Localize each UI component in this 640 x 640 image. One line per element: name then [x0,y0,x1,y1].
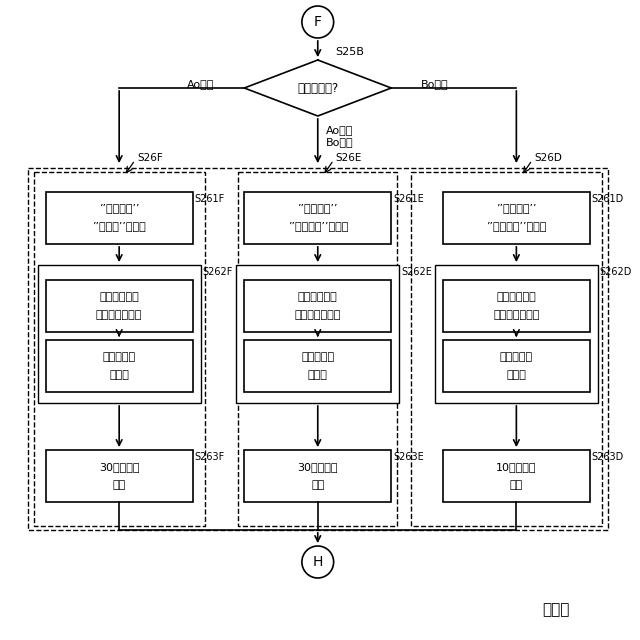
Text: ’’面積注意’’を表示: ’’面積注意’’を表示 [287,221,348,231]
Text: バーナ装置: バーナ装置 [301,352,334,362]
Text: S26E: S26E [335,153,362,163]
Text: S25B: S25B [335,47,365,57]
Text: 「中」: 「中」 [308,370,328,380]
Text: S262D: S262D [600,267,632,277]
Text: S263F: S263F [195,452,225,462]
Text: 30分間程度: 30分間程度 [99,462,140,472]
Text: 10分間程度: 10分間程度 [496,462,536,472]
Text: 30分間程度: 30分間程度 [298,462,338,472]
Text: Ao未満: Ao未満 [326,125,353,135]
Text: ’’変化注意’’: ’’変化注意’’ [99,203,140,213]
Bar [45,340,193,392]
Bar [28,168,608,530]
Text: S263D: S263D [592,452,624,462]
Bar [38,265,200,403]
Bar [443,450,590,502]
Bar [443,192,590,244]
Text: 「低」: 「低」 [109,370,129,380]
Bar [34,172,205,526]
Text: S262E: S262E [401,267,432,277]
Text: S261D: S261D [592,194,624,204]
Text: ’’面積大’’を表示: ’’面積大’’を表示 [92,221,146,231]
Text: Bo未満: Bo未満 [421,79,449,89]
Text: S261F: S261F [195,194,225,204]
Text: Bo以上: Bo以上 [326,137,353,147]
Circle shape [302,6,333,38]
Text: F: F [314,15,322,29]
Bar [411,172,602,526]
Text: H: H [312,555,323,569]
Text: S262F: S262F [203,267,233,277]
Bar [244,192,391,244]
Text: 供給装置「中」: 供給装置「中」 [294,310,341,320]
Polygon shape [244,60,391,116]
Text: S26D: S26D [534,153,562,163]
Text: S26F: S26F [137,153,163,163]
Text: 開口面積は?: 開口面積は? [297,81,339,95]
Bar [45,280,193,332]
Text: Ao以上: Ao以上 [187,79,214,89]
Text: 塩基度調整剤: 塩基度調整剤 [298,292,338,302]
Text: 「高」: 「高」 [506,370,526,380]
Text: 塩基度調整剤: 塩基度調整剤 [497,292,536,302]
Bar [45,450,193,502]
Bar [238,172,397,526]
Text: S261E: S261E [393,194,424,204]
Text: 供給装置「低」: 供給装置「低」 [96,310,142,320]
Bar [244,340,391,392]
Bar [244,450,391,502]
Bar [435,265,598,403]
Text: ’’変化注意’’: ’’変化注意’’ [496,203,536,213]
Text: S263E: S263E [393,452,424,462]
Circle shape [302,546,333,578]
Bar [443,280,590,332]
Text: 待機: 待機 [113,480,126,490]
Bar [244,280,391,332]
Text: バーナ装置: バーナ装置 [500,352,533,362]
Text: 図１４: 図１４ [542,602,570,618]
Text: 供給装置「高」: 供給装置「高」 [493,310,540,320]
Bar [45,192,193,244]
Bar [236,265,399,403]
Text: 待機: 待機 [311,480,324,490]
Bar [443,340,590,392]
Text: ’’変化注意’’: ’’変化注意’’ [298,203,338,213]
Text: 待機: 待機 [509,480,523,490]
Text: バーナ装置: バーナ装置 [102,352,136,362]
Text: 塩基度調整剤: 塩基度調整剤 [99,292,139,302]
Text: ’’閉塞傍向’’を表示: ’’閉塞傍向’’を表示 [486,221,547,231]
